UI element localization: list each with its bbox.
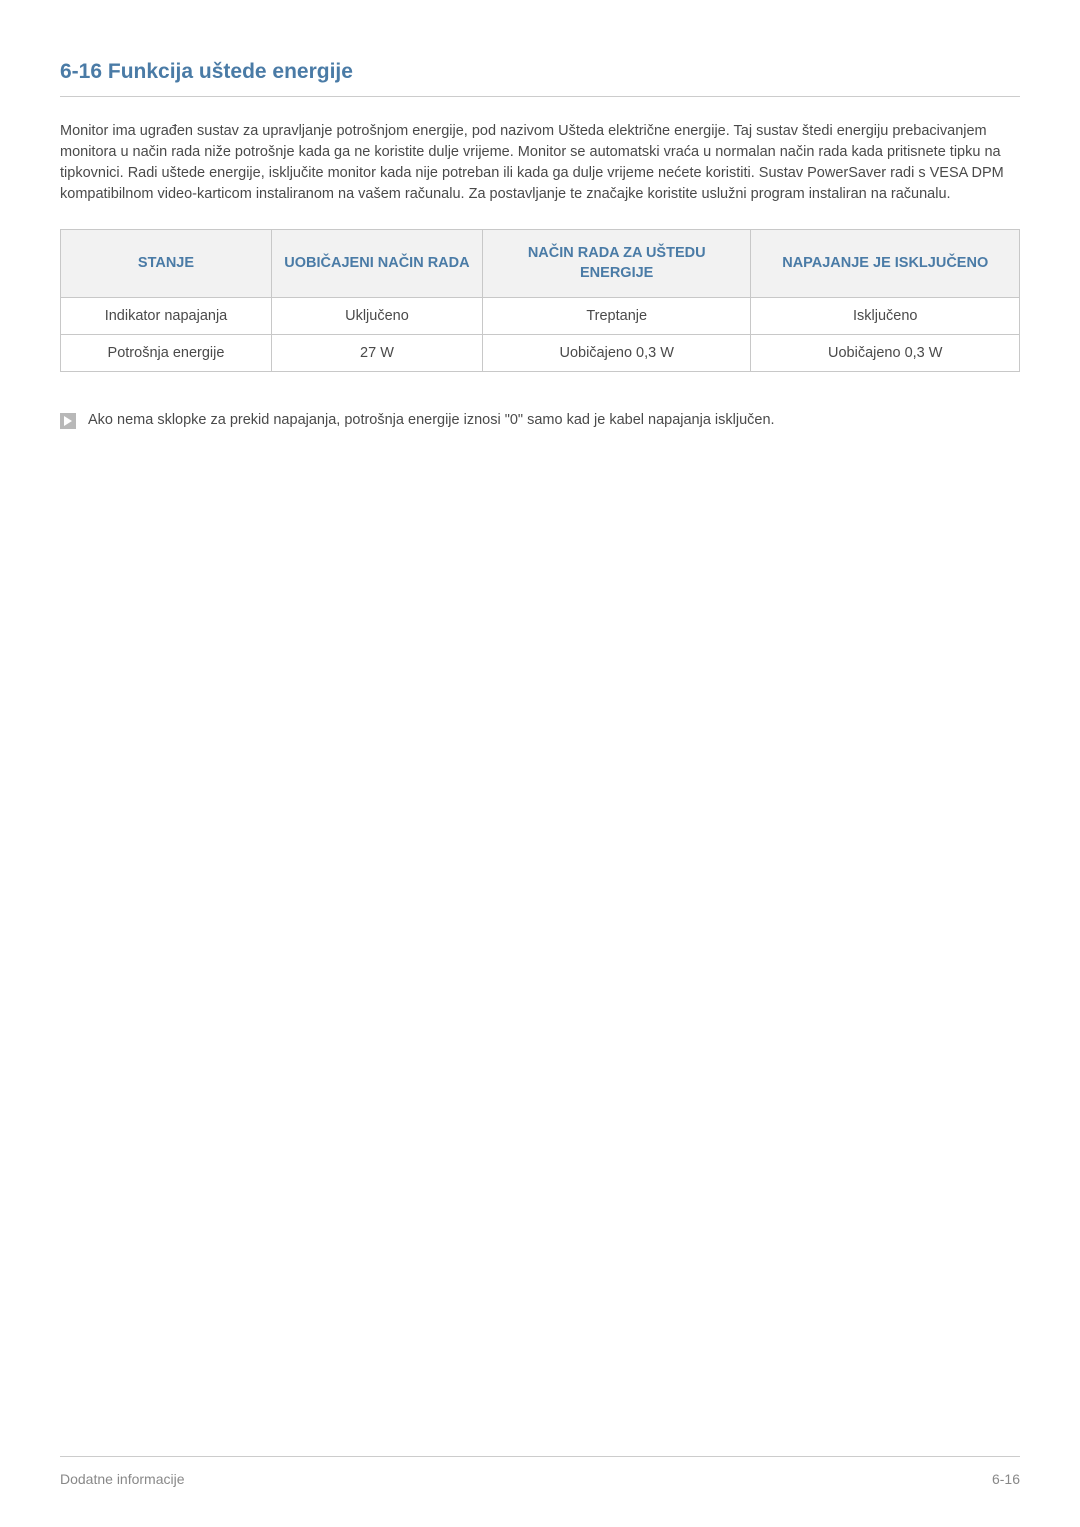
table-header-off: NAPAJANJE JE ISKLJUČENO [751,230,1020,298]
table-row: Indikator napajanja Uključeno Treptanje … [61,298,1020,335]
section-body-text: Monitor ima ugrađen sustav za upravljanj… [60,121,1020,205]
table-header-row: STANJE UOBIČAJENI NAČIN RADA NAČIN RADA … [61,230,1020,298]
table-header-normal: UOBIČAJENI NAČIN RADA [271,230,482,298]
table-header-saving: NAČIN RADA ZA UŠTEDU ENERGIJE [482,230,751,298]
footer-right: 6-16 [992,1471,1020,1487]
table-cell: Uključeno [271,298,482,335]
table-cell: Treptanje [482,298,751,335]
page-content: 6-16 Funkcija uštede energije Monitor im… [0,0,1080,429]
table-header-state: STANJE [61,230,272,298]
table-cell: 27 W [271,335,482,372]
table-row: Potrošnja energije 27 W Uobičajeno 0,3 W… [61,335,1020,372]
power-saving-table: STANJE UOBIČAJENI NAČIN RADA NAČIN RADA … [60,229,1020,372]
note-icon [60,413,76,429]
table-cell: Uobičajeno 0,3 W [482,335,751,372]
table-cell-label: Indikator napajanja [61,298,272,335]
table-cell: Uobičajeno 0,3 W [751,335,1020,372]
footer-left: Dodatne informacije [60,1471,185,1487]
page-footer: Dodatne informacije 6-16 [60,1456,1020,1487]
section-heading: 6-16 Funkcija uštede energije [60,60,1020,97]
note-text: Ako nema sklopke za prekid napajanja, po… [88,412,775,428]
note: Ako nema sklopke za prekid napajanja, po… [60,412,1020,429]
table-cell-label: Potrošnja energije [61,335,272,372]
table-cell: Isključeno [751,298,1020,335]
